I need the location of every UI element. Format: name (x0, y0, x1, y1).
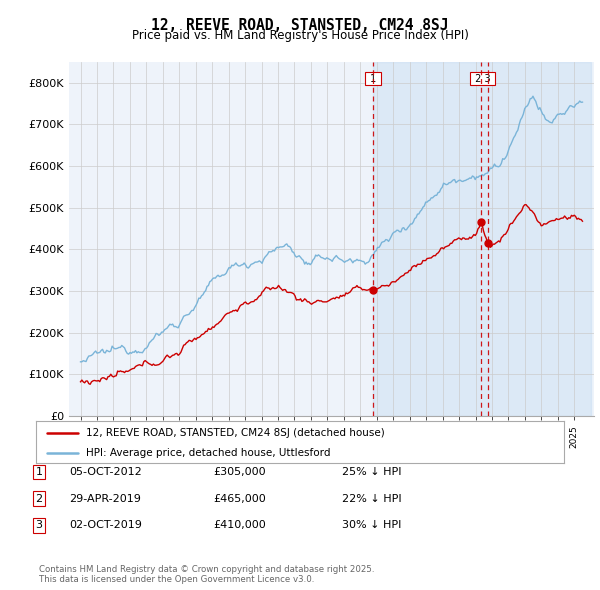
Text: 1: 1 (367, 74, 379, 84)
Text: Contains HM Land Registry data © Crown copyright and database right 2025.
This d: Contains HM Land Registry data © Crown c… (39, 565, 374, 584)
Text: £410,000: £410,000 (213, 520, 266, 530)
Bar (373, 62, 591, 416)
Text: £305,000: £305,000 (213, 467, 266, 477)
Text: 1: 1 (35, 467, 43, 477)
Text: Price paid vs. HM Land Registry's House Price Index (HPI): Price paid vs. HM Land Registry's House … (131, 30, 469, 42)
Text: £465,000: £465,000 (213, 494, 266, 503)
Text: 12, REEVE ROAD, STANSTED, CM24 8SJ: 12, REEVE ROAD, STANSTED, CM24 8SJ (151, 18, 449, 32)
Text: 05-OCT-2012: 05-OCT-2012 (69, 467, 142, 477)
Text: 2: 2 (35, 494, 43, 503)
Text: 30% ↓ HPI: 30% ↓ HPI (342, 520, 401, 530)
Text: 29-APR-2019: 29-APR-2019 (69, 494, 141, 503)
Text: 25% ↓ HPI: 25% ↓ HPI (342, 467, 401, 477)
Text: 12, REEVE ROAD, STANSTED, CM24 8SJ (detached house): 12, REEVE ROAD, STANSTED, CM24 8SJ (deta… (86, 428, 385, 438)
Text: 2 3: 2 3 (472, 74, 493, 84)
Text: 3: 3 (35, 520, 43, 530)
Text: HPI: Average price, detached house, Uttlesford: HPI: Average price, detached house, Uttl… (86, 448, 331, 457)
Text: 02-OCT-2019: 02-OCT-2019 (69, 520, 142, 530)
Text: 22% ↓ HPI: 22% ↓ HPI (342, 494, 401, 503)
